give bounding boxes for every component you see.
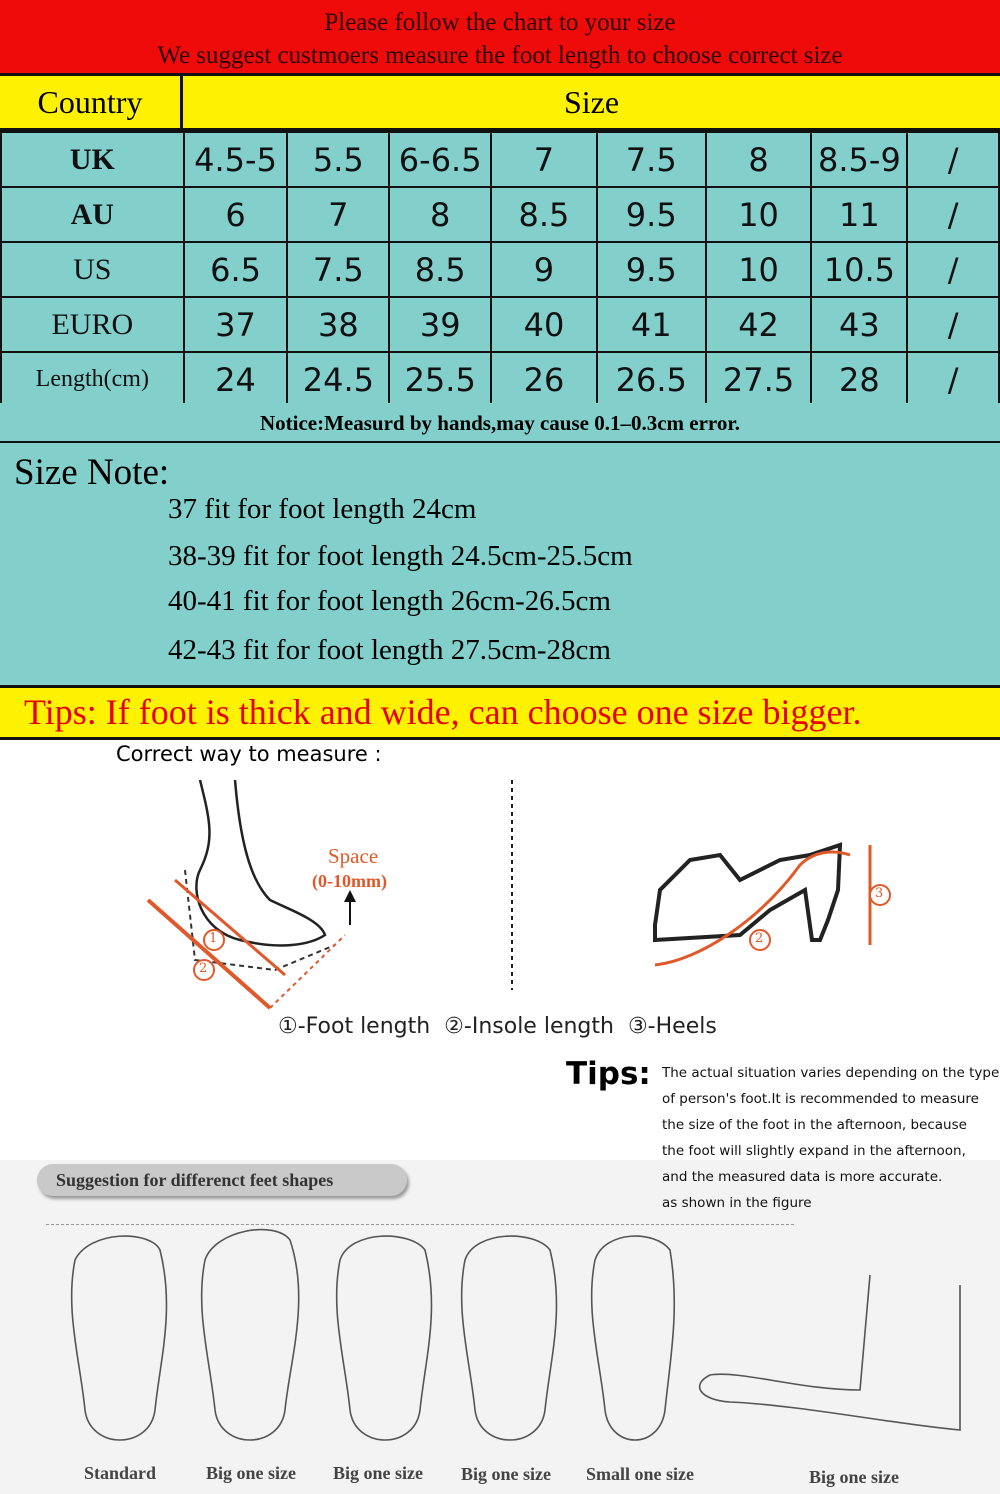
size-cell: 10.5 bbox=[810, 241, 909, 298]
measure-title: Correct way to measure : bbox=[116, 742, 382, 766]
size-cell: 6-6.5 bbox=[388, 131, 493, 188]
size-cell: / bbox=[906, 351, 1000, 408]
size-cell: 6 bbox=[182, 186, 289, 243]
size-cell: 9 bbox=[490, 241, 598, 298]
tips-line: the size of the foot in the afternoon, b… bbox=[662, 1117, 967, 1133]
size-note-line: 38-39 fit for foot length 24.5cm-25.5cm bbox=[168, 540, 633, 572]
marker-3: 3 bbox=[875, 886, 884, 901]
notice: Notice:Measurd by hands,may cause 0.1–0.… bbox=[0, 403, 1000, 443]
size-cell: 24 bbox=[182, 351, 289, 408]
row-label: AU bbox=[0, 186, 185, 243]
caption: Small one size bbox=[586, 1464, 694, 1484]
marker-2-heel: 2 bbox=[755, 931, 764, 946]
size-cell: 10 bbox=[704, 186, 813, 243]
banner-line-2: We suggest custmoers measure the foot le… bbox=[157, 42, 843, 69]
size-cell: 8.5 bbox=[490, 186, 598, 243]
size-cell: 8.5 bbox=[388, 241, 493, 298]
caption: Standard bbox=[84, 1463, 157, 1483]
caption: Big one size bbox=[206, 1463, 296, 1483]
measure-legend: ①-Foot length ②-Insole length ③-Heels bbox=[278, 1014, 717, 1039]
measure-illustration bbox=[146, 779, 891, 1010]
tips-line: and the measured data is more accurate. bbox=[662, 1169, 943, 1185]
marker-2: 2 bbox=[199, 961, 208, 976]
tips-text: The actual situation varies depending on… bbox=[662, 1060, 1000, 1216]
size-cell: / bbox=[906, 131, 1000, 188]
size-cell: 38 bbox=[286, 296, 391, 353]
size-cell: / bbox=[906, 241, 1000, 298]
size-cell: 10 bbox=[704, 241, 813, 298]
size-cell: 5.5 bbox=[286, 131, 391, 188]
marker-1: 1 bbox=[209, 931, 218, 946]
size-cell: 37 bbox=[182, 296, 289, 353]
size-note-title: Size Note: bbox=[14, 452, 170, 493]
caption: Big one size bbox=[809, 1467, 899, 1487]
size-note-line: 40-41 fit for foot length 26cm-26.5cm bbox=[168, 585, 611, 617]
size-cell: 8 bbox=[388, 186, 493, 243]
feet-shapes-illustration bbox=[70, 1228, 961, 1441]
tips-line: the foot will slightly expand in the aft… bbox=[662, 1143, 966, 1159]
tips-line: of person's foot.It is recommended to me… bbox=[662, 1091, 979, 1107]
tips-label: Tips: bbox=[566, 1056, 651, 1092]
size-cell: 9.5 bbox=[595, 186, 707, 243]
size-cell: 8.5-9 bbox=[810, 131, 909, 188]
size-cell: 39 bbox=[388, 296, 493, 353]
size-cell: 42 bbox=[704, 296, 813, 353]
tips-bar: Tips: If foot is thick and wide, can cho… bbox=[0, 688, 1000, 740]
space-range: (0-10mm) bbox=[312, 871, 387, 891]
size-note-line: 42-43 fit for foot length 27.5cm-28cm bbox=[168, 634, 611, 666]
measure-section: Correct way to measure : 1 2 2 3 Space (… bbox=[0, 740, 1000, 1211]
size-cell: 4.5-5 bbox=[182, 131, 289, 188]
table-header: Country Size bbox=[0, 76, 1000, 131]
table-row: Length(cm) 24 24.5 25.5 26 26.5 27.5 28/ bbox=[0, 351, 1000, 408]
size-cell: 9.5 bbox=[595, 241, 707, 298]
banner-line-1: Please follow the chart to your size bbox=[324, 9, 676, 36]
size-cell: 25.5 bbox=[388, 351, 493, 408]
size-table: UK 4.5-5 5.5 6-6.5 7 7.5 8 8.5-9/AU 6 7 8 8.5 9.5 10 1… bbox=[0, 131, 1000, 408]
size-cell: 6.5 bbox=[182, 241, 289, 298]
tips-line: The actual situation varies depending on… bbox=[662, 1065, 1000, 1081]
space-label: Space bbox=[328, 844, 379, 868]
size-cell: 8 bbox=[704, 131, 813, 188]
size-note-line: 37 fit for foot length 24cm bbox=[168, 493, 477, 525]
size-cell: 28 bbox=[810, 351, 909, 408]
size-note: Size Note: 37 fit for foot length 24cm 3… bbox=[0, 443, 1000, 688]
size-cell: 41 bbox=[595, 296, 707, 353]
size-cell: 7 bbox=[286, 186, 391, 243]
row-label: Length(cm) bbox=[0, 351, 185, 408]
size-cell: 11 bbox=[810, 186, 909, 243]
feet-shapes-section: Suggestion for differenct feet shapes St… bbox=[0, 1160, 1000, 1494]
row-label: US bbox=[0, 241, 185, 298]
table-row: EURO 37 38 39 40 41 42 43/ bbox=[0, 296, 1000, 353]
country-header: Country bbox=[0, 76, 183, 128]
divider bbox=[46, 1224, 794, 1225]
row-label: UK bbox=[0, 131, 185, 188]
size-cell: / bbox=[906, 186, 1000, 243]
size-header: Size bbox=[563, 84, 620, 120]
row-label: EURO bbox=[0, 296, 185, 353]
tips-line: as shown in the figure bbox=[662, 1195, 812, 1211]
feet-shapes-title: Suggestion for differenct feet shapes bbox=[37, 1164, 407, 1196]
size-cell: 40 bbox=[490, 296, 598, 353]
size-cell: 7.5 bbox=[595, 131, 707, 188]
caption: Big one size bbox=[461, 1464, 551, 1484]
table-row: US 6.5 7.5 8.5 9 9.5 10 10.5/ bbox=[0, 241, 1000, 298]
size-cell: 26.5 bbox=[595, 351, 707, 408]
table-row: AU 6 7 8 8.5 9.5 10 11/ bbox=[0, 186, 1000, 243]
size-cell: 24.5 bbox=[286, 351, 391, 408]
size-cell: / bbox=[906, 296, 1000, 353]
table-row: UK 4.5-5 5.5 6-6.5 7 7.5 8 8.5-9/ bbox=[0, 131, 1000, 188]
size-cell: 43 bbox=[810, 296, 909, 353]
size-cell: 26 bbox=[490, 351, 598, 408]
size-cell: 27.5 bbox=[704, 351, 813, 408]
size-cell: 7.5 bbox=[286, 241, 391, 298]
banner: Please follow the chart to your size We … bbox=[0, 0, 1000, 76]
size-cell: 7 bbox=[490, 131, 598, 188]
caption: Big one size bbox=[333, 1463, 423, 1483]
